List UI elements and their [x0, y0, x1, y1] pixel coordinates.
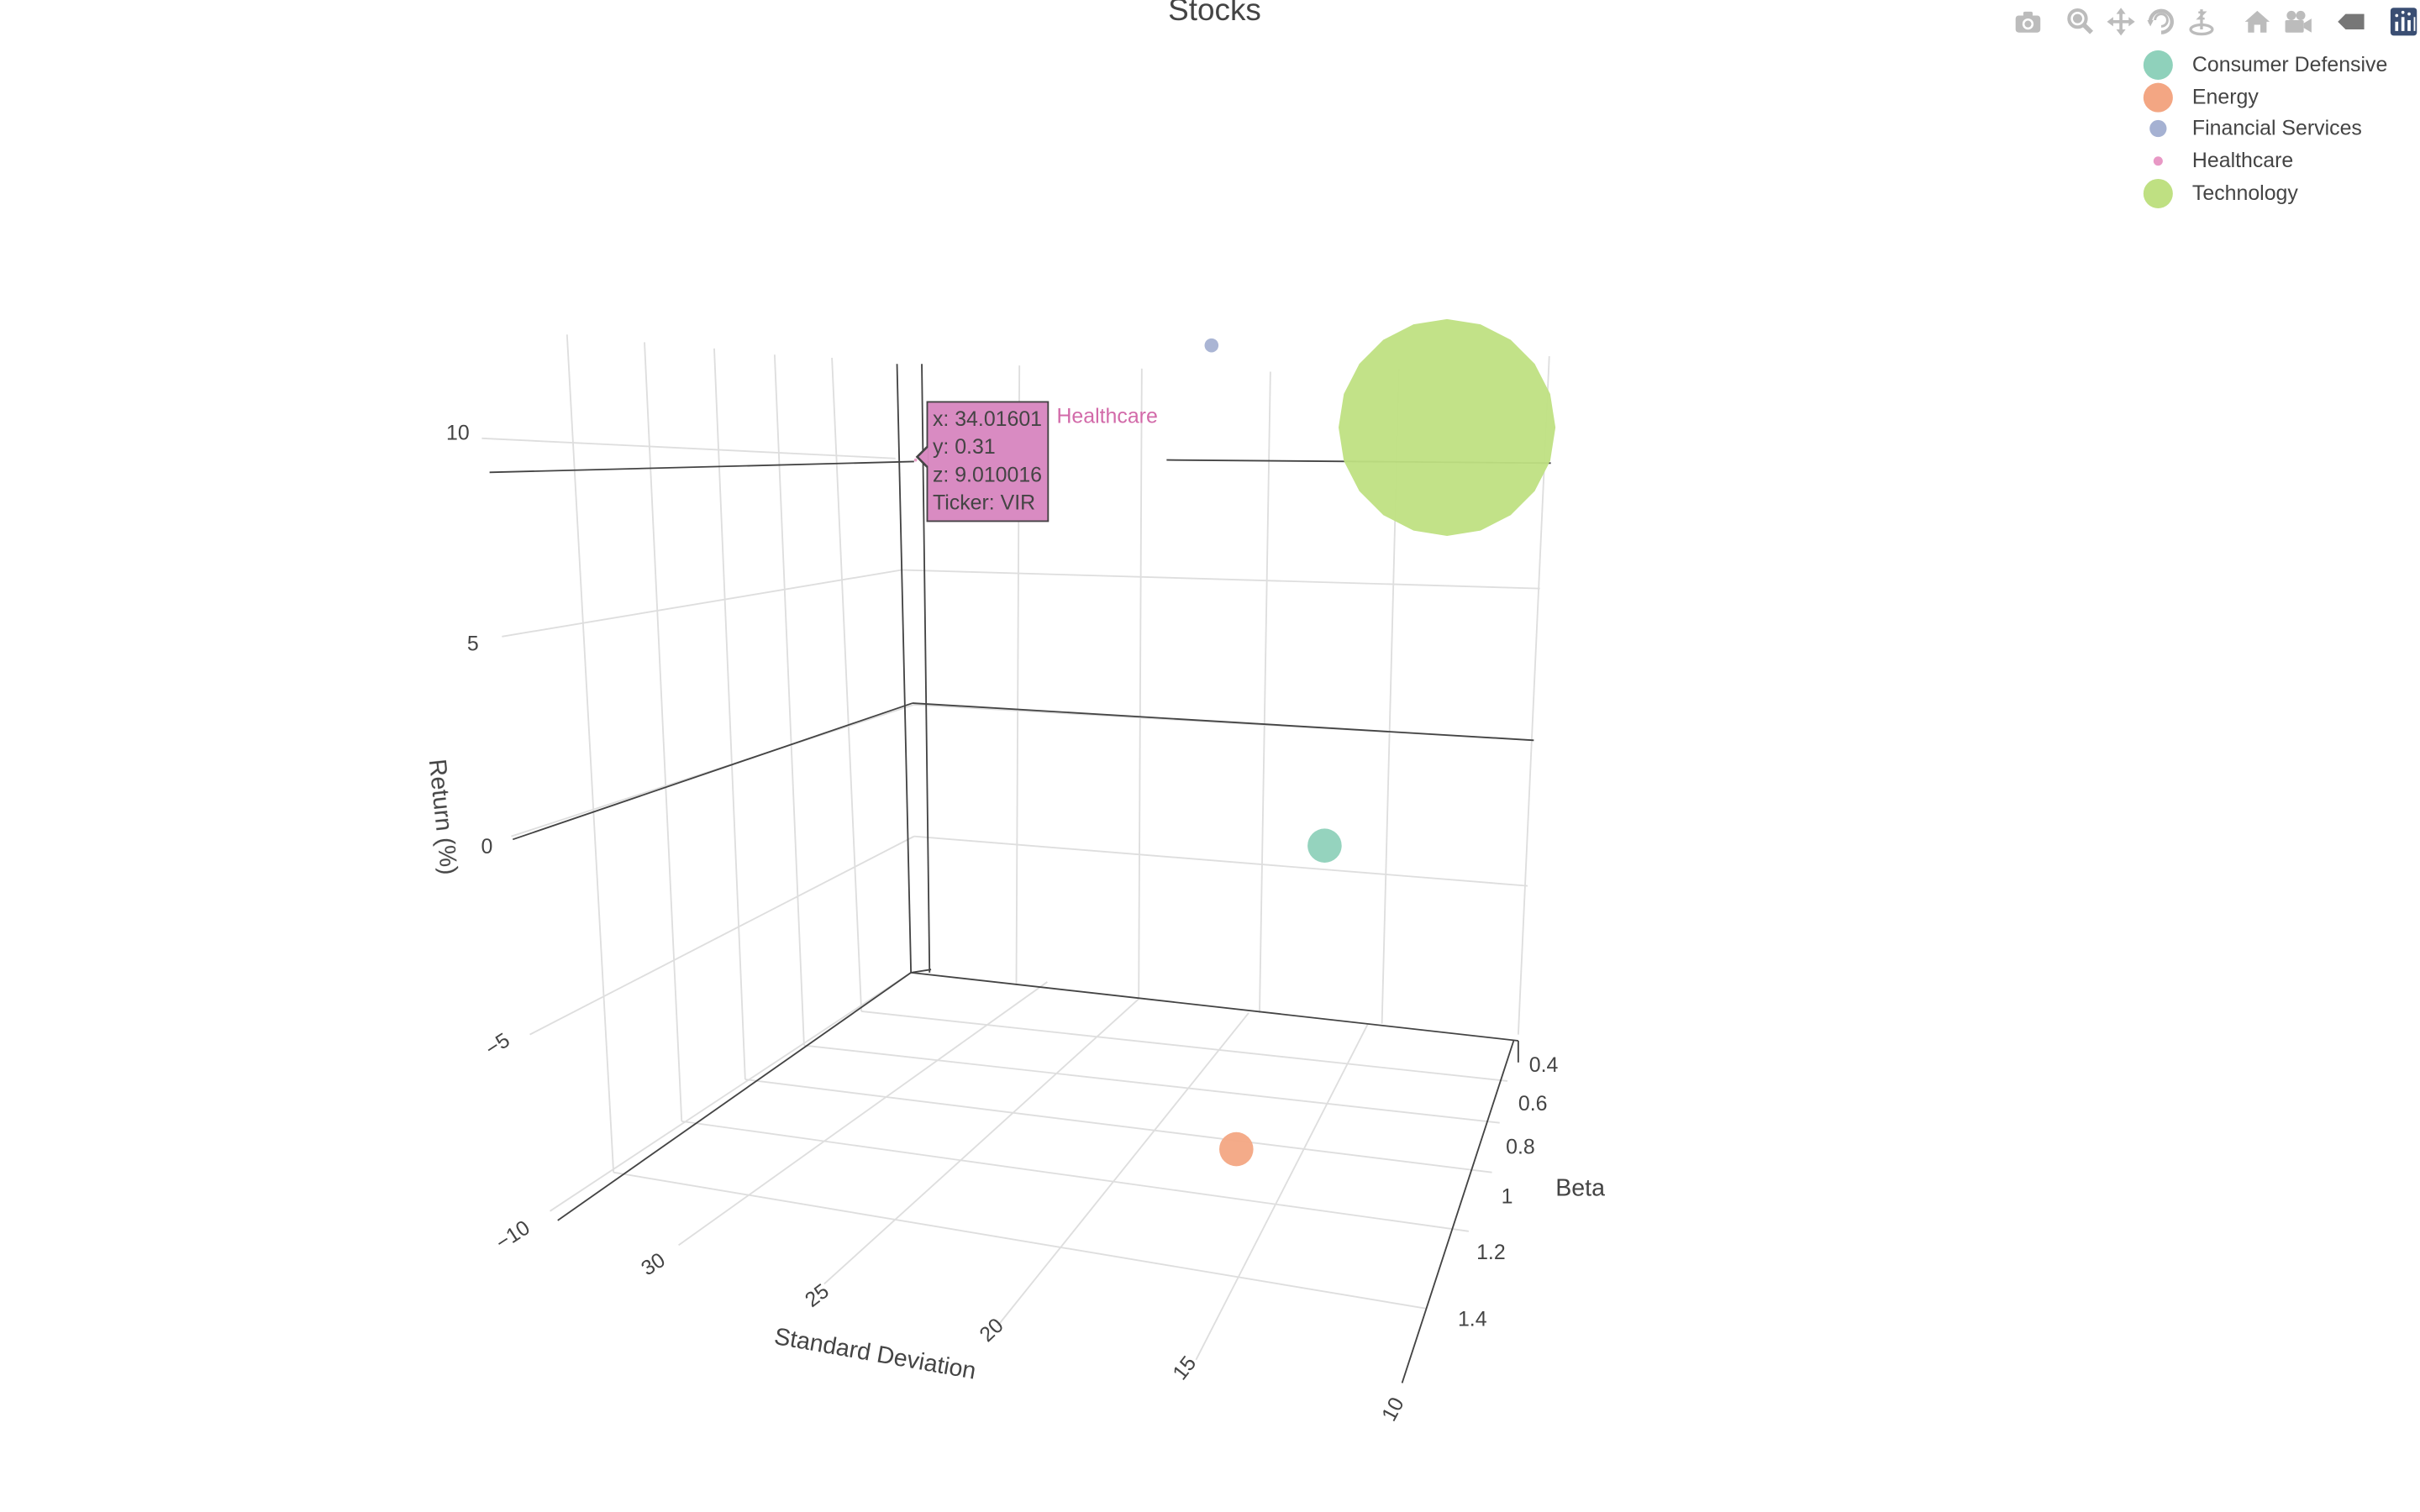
legend-label: Healthcare: [2191, 149, 2294, 172]
legend-label: Consumer Defensive: [2191, 52, 2388, 76]
y-tick-label: 1.2: [1476, 1241, 1506, 1264]
reset-camera-home-icon[interactable]: [2240, 6, 2275, 37]
tooltip-x-value: x: 34.01601: [932, 407, 1043, 431]
y-tick-label: 1: [1502, 1185, 1513, 1209]
x-tick-label: 10: [1377, 1394, 1409, 1425]
orbit-rotation-icon[interactable]: [2144, 6, 2179, 37]
chart-title: Stocks: [1168, 0, 1261, 29]
legend-label: Technology: [2191, 181, 2298, 204]
hover-tooltip: x: 34.01601 y: 0.31 z: 9.010016 Ticker: …: [915, 401, 1158, 522]
zoom-icon[interactable]: [2064, 6, 2098, 37]
y-axis-title: Beta: [1555, 1174, 1605, 1201]
y-tick-label: 0.8: [1506, 1136, 1535, 1159]
legend-marker: [2143, 82, 2173, 113]
z-tick-labels: −10 −5 0 5 10: [446, 422, 534, 1255]
plotly-logo-icon[interactable]: [2387, 6, 2420, 37]
legend-marker: [2143, 50, 2173, 80]
pan-icon[interactable]: [2104, 6, 2139, 37]
y-tick-label: 0.6: [1518, 1092, 1548, 1116]
marker-financial-services[interactable]: [1204, 338, 1219, 353]
legend-marker: [2153, 156, 2163, 166]
tooltip-box: x: 34.01601 y: 0.31 z: 9.010016 Ticker: …: [926, 401, 1049, 522]
legend-marker: [2143, 178, 2173, 208]
y-tick-label: 1.4: [1458, 1307, 1487, 1331]
tooltip-series-name: Healthcare: [1056, 404, 1158, 428]
legend-marker: [2149, 120, 2167, 138]
y-tick-labels: 0.4 0.6 0.8 1 1.2 1.4: [1458, 1053, 1559, 1331]
z-tick-label: 10: [446, 422, 470, 445]
tooltip-y-value: y: 0.31: [932, 435, 996, 459]
legend-label: Energy: [2191, 84, 2259, 108]
hover-closest-icon[interactable]: [2335, 6, 2370, 37]
x-tick-label: 30: [637, 1248, 669, 1281]
z-tick-label: −10: [492, 1215, 534, 1254]
z-tick-label: 0: [481, 835, 492, 858]
camera-view-icon[interactable]: [2281, 6, 2315, 37]
axis-lines: [489, 364, 1551, 1383]
x-tick-labels: 10 15 20 25 30: [637, 1248, 1409, 1425]
marker-energy[interactable]: [1219, 1131, 1254, 1167]
turntable-rotation-icon[interactable]: [2185, 6, 2219, 37]
x-tick-label: 15: [1168, 1352, 1201, 1384]
tooltip-caret-fill: [918, 447, 929, 466]
data-markers[interactable]: [913, 318, 1556, 1167]
x-tick-label: 25: [801, 1279, 834, 1312]
z-tick-label: −5: [481, 1028, 514, 1061]
tooltip-z-value: z: 9.010016: [932, 463, 1043, 486]
z-axis-title: Return (%): [424, 758, 462, 876]
tooltip-ticker: Ticker: VIR: [932, 491, 1036, 515]
marker-consumer-defensive[interactable]: [1307, 828, 1342, 863]
marker-technology[interactable]: [1339, 318, 1556, 536]
gridlines: [481, 334, 1550, 1361]
x-axis-title: Standard Deviation: [772, 1323, 978, 1385]
legend-label: Financial Services: [2191, 116, 2362, 140]
camera-icon[interactable]: [2011, 6, 2045, 37]
y-tick-label: 0.4: [1529, 1053, 1559, 1077]
z-tick-label: 5: [467, 632, 479, 655]
